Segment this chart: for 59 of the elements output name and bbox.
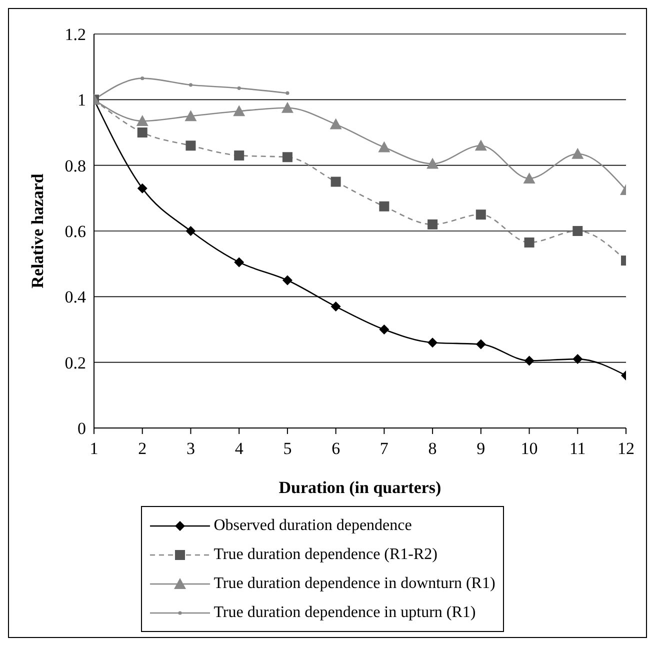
x-tick-label: 2 <box>138 439 147 458</box>
y-tick-label: 1 <box>78 90 86 110</box>
legend-label: True duration dependence in downturn (R1) <box>214 574 496 592</box>
point <box>234 150 244 160</box>
x-tick-label: 11 <box>569 439 586 458</box>
y-tick-label: 0.2 <box>64 353 86 372</box>
point <box>233 105 246 116</box>
legend-label: True duration dependence in upturn (R1) <box>214 604 476 622</box>
y-tick-label: 1.2 <box>64 25 86 44</box>
x-tick-label: 6 <box>332 439 340 458</box>
legend-label: Observed duration dependence <box>214 516 412 534</box>
point <box>188 83 193 87</box>
x-tick-label: 9 <box>476 439 486 458</box>
x-axis-title: Duration (in quarters) <box>278 478 442 497</box>
point <box>330 176 341 187</box>
y-tick-label: 0.4 <box>64 288 86 307</box>
point <box>572 226 583 236</box>
point <box>524 237 534 248</box>
point <box>379 201 390 212</box>
point <box>186 226 196 236</box>
point <box>184 110 197 122</box>
point <box>140 76 144 80</box>
y-axis-title: Relative hazard <box>28 173 48 288</box>
point <box>234 257 244 268</box>
point <box>237 86 241 90</box>
point <box>282 152 292 162</box>
point <box>572 354 583 364</box>
x-tick-label: 10 <box>520 439 538 458</box>
point <box>474 140 487 151</box>
y-tick-label: 0.8 <box>64 156 86 176</box>
point <box>476 339 486 350</box>
x-tick-label: 1 <box>90 439 98 458</box>
point <box>136 115 148 126</box>
point <box>523 172 536 184</box>
point <box>428 338 438 348</box>
point <box>137 183 148 194</box>
point <box>330 302 341 312</box>
point <box>378 141 390 152</box>
x-tick-label: 3 <box>186 439 195 458</box>
point <box>330 118 342 130</box>
point <box>428 219 438 230</box>
y-tick-label: 0 <box>78 419 86 438</box>
x-tick-label: 8 <box>428 439 437 458</box>
x-tick-label: 12 <box>618 439 634 458</box>
point <box>286 91 290 95</box>
point <box>524 356 534 366</box>
point <box>476 210 486 220</box>
point <box>281 102 294 113</box>
point <box>282 275 292 286</box>
point <box>186 140 196 151</box>
point <box>137 128 148 138</box>
legend-label: True duration dependence (R1-R2) <box>214 546 438 564</box>
point <box>379 324 390 334</box>
point <box>572 148 584 159</box>
point <box>426 158 439 169</box>
y-tick-label: 0.6 <box>64 222 86 242</box>
x-tick-label: 4 <box>234 439 244 458</box>
x-tick-label: 5 <box>283 439 292 458</box>
x-tick-label: 7 <box>380 439 389 458</box>
